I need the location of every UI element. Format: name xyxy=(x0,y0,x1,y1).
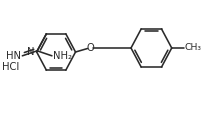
Text: NH₂: NH₂ xyxy=(53,51,72,61)
Text: HCl: HCl xyxy=(2,62,19,72)
Text: CH₃: CH₃ xyxy=(184,44,201,52)
Text: HN: HN xyxy=(6,51,21,61)
Text: N: N xyxy=(27,47,35,57)
Text: O: O xyxy=(86,43,94,53)
